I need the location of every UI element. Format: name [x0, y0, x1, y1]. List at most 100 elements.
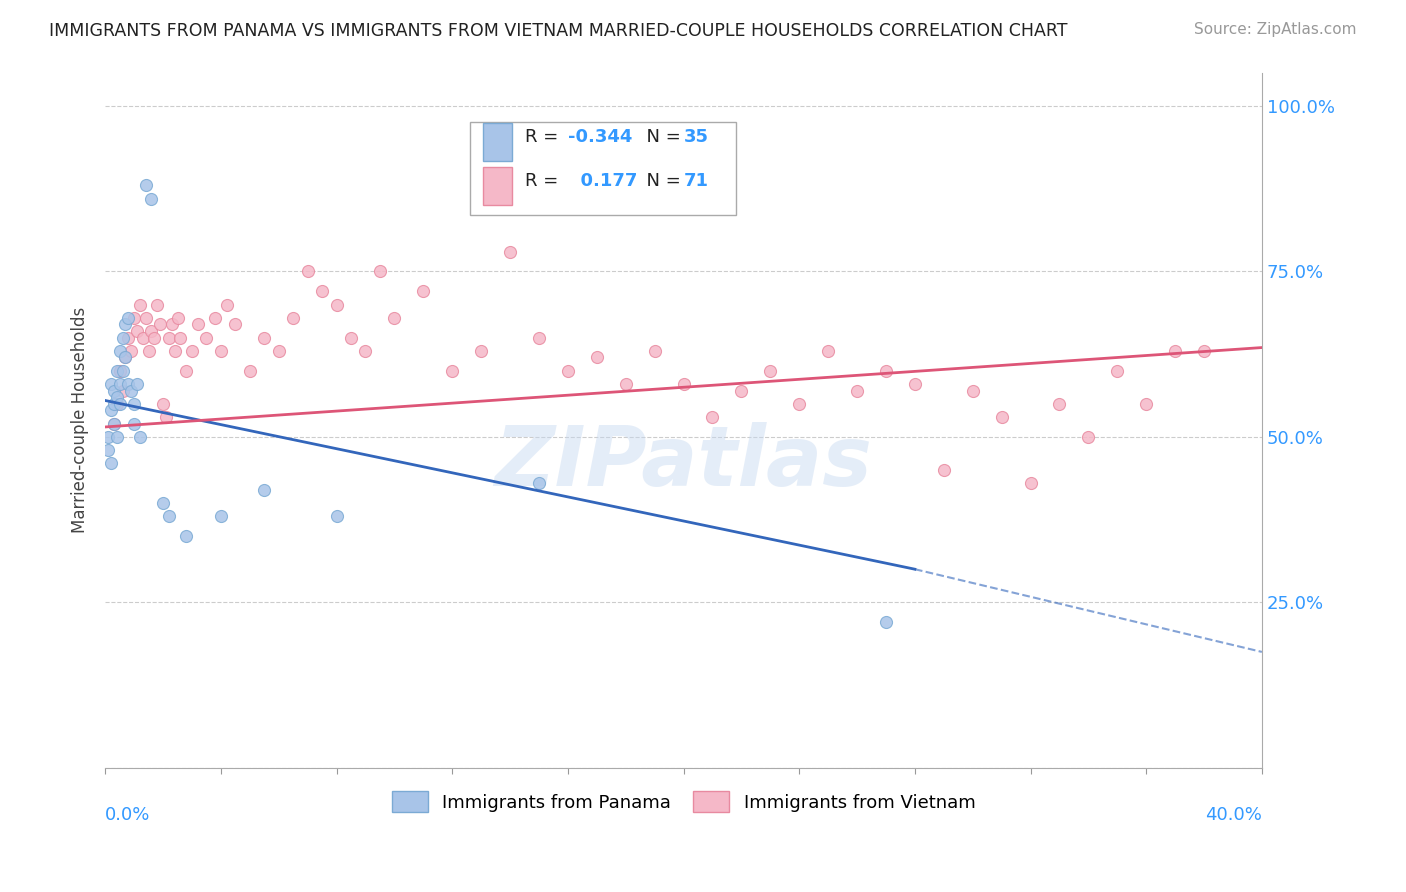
Point — [152, 496, 174, 510]
Point — [441, 364, 464, 378]
Point — [143, 331, 166, 345]
Point — [297, 264, 319, 278]
Point — [759, 364, 782, 378]
Point — [149, 318, 172, 332]
Point — [141, 324, 163, 338]
Point — [932, 463, 955, 477]
Y-axis label: Married-couple Households: Married-couple Households — [72, 307, 89, 533]
Point — [1164, 343, 1187, 358]
Point — [1019, 476, 1042, 491]
Point — [470, 343, 492, 358]
Point — [114, 318, 136, 332]
Point — [100, 376, 122, 391]
Point — [111, 331, 134, 345]
Point — [412, 285, 434, 299]
FancyBboxPatch shape — [484, 123, 512, 161]
Point — [846, 384, 869, 398]
Text: -0.344: -0.344 — [568, 128, 633, 146]
Point — [1107, 364, 1129, 378]
Point — [283, 310, 305, 325]
Point — [209, 509, 232, 524]
Point — [160, 318, 183, 332]
Point — [384, 310, 406, 325]
Text: 71: 71 — [683, 172, 709, 190]
Point — [117, 310, 139, 325]
Point — [267, 343, 290, 358]
Text: 35: 35 — [683, 128, 709, 146]
Point — [499, 244, 522, 259]
Point — [111, 384, 134, 398]
Point — [209, 343, 232, 358]
Point — [174, 364, 197, 378]
Point — [103, 417, 125, 431]
Point — [117, 376, 139, 391]
Point — [100, 403, 122, 417]
Point — [1192, 343, 1215, 358]
Point — [138, 343, 160, 358]
Point — [155, 410, 177, 425]
Text: 0.177: 0.177 — [568, 172, 637, 190]
Point — [557, 364, 579, 378]
Point — [122, 310, 145, 325]
Point — [103, 417, 125, 431]
Point — [1135, 397, 1157, 411]
Point — [157, 331, 180, 345]
Point — [1077, 430, 1099, 444]
Point — [527, 331, 550, 345]
Point — [644, 343, 666, 358]
Point — [730, 384, 752, 398]
Point — [100, 456, 122, 470]
Point — [253, 331, 276, 345]
Text: N =: N = — [636, 172, 686, 190]
Text: R =: R = — [524, 128, 564, 146]
Point — [195, 331, 218, 345]
Point — [103, 397, 125, 411]
Point — [108, 397, 131, 411]
Point — [125, 324, 148, 338]
Point — [125, 376, 148, 391]
Text: Source: ZipAtlas.com: Source: ZipAtlas.com — [1194, 22, 1357, 37]
Text: ZIPatlas: ZIPatlas — [495, 422, 873, 502]
Point — [122, 417, 145, 431]
Point — [105, 390, 128, 404]
Point — [585, 351, 607, 365]
Point — [875, 364, 897, 378]
Point — [108, 343, 131, 358]
Point — [368, 264, 391, 278]
Point — [253, 483, 276, 497]
Point — [97, 430, 120, 444]
Point — [340, 331, 363, 345]
Point — [325, 509, 347, 524]
Point — [105, 397, 128, 411]
Point — [239, 364, 262, 378]
Point — [132, 331, 155, 345]
Point — [108, 364, 131, 378]
Point — [135, 178, 157, 193]
Point — [354, 343, 377, 358]
Point — [1049, 397, 1071, 411]
Point — [904, 376, 927, 391]
Point — [103, 384, 125, 398]
FancyBboxPatch shape — [470, 121, 735, 215]
Point — [224, 318, 246, 332]
Point — [187, 318, 209, 332]
Point — [527, 476, 550, 491]
Point — [108, 376, 131, 391]
Text: IMMIGRANTS FROM PANAMA VS IMMIGRANTS FROM VIETNAM MARRIED-COUPLE HOUSEHOLDS CORR: IMMIGRANTS FROM PANAMA VS IMMIGRANTS FRO… — [49, 22, 1067, 40]
Point — [117, 331, 139, 345]
Point — [114, 351, 136, 365]
Point — [325, 297, 347, 311]
Point — [672, 376, 695, 391]
Text: 40.0%: 40.0% — [1205, 805, 1263, 824]
Point — [97, 443, 120, 458]
Point — [163, 343, 186, 358]
Point — [105, 364, 128, 378]
Point — [181, 343, 204, 358]
Point — [122, 397, 145, 411]
Point — [817, 343, 839, 358]
Point — [146, 297, 169, 311]
Point — [135, 310, 157, 325]
Point — [962, 384, 984, 398]
Point — [311, 285, 333, 299]
Point — [215, 297, 238, 311]
